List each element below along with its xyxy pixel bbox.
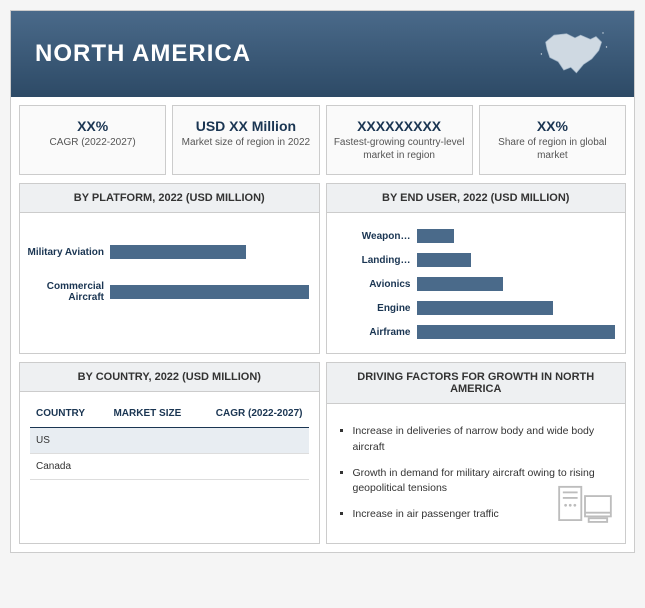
table-cell: Canada [30, 454, 101, 480]
panel-title: BY COUNTRY, 2022 (USD MILLION) [20, 363, 319, 392]
table-header-row: COUNTRYMARKET SIZECAGR (2022-2027) [30, 400, 309, 428]
bar-label: Weapon… [333, 231, 411, 242]
kpi-market-size: USD XX Million Market size of region in … [172, 105, 319, 175]
bar-row: Landing… [417, 249, 616, 271]
server-computer-icon [557, 485, 613, 533]
panel-title: DRIVING FACTORS FOR GROWTH IN NORTH AMER… [327, 363, 626, 404]
country-table: COUNTRYMARKET SIZECAGR (2022-2027) USCan… [30, 400, 309, 480]
bar-label: Military Aviation [26, 247, 104, 258]
bar-row: Military Aviation [110, 241, 309, 263]
enduser-chart: Weapon…Landing…AvionicsEngineAirframe [327, 213, 626, 353]
bar [417, 253, 472, 267]
table-body: USCanada [30, 428, 309, 480]
table-row: Canada [30, 454, 309, 480]
platform-chart: Military Aviation Commercial Aircraft [20, 213, 319, 353]
table-header: CAGR (2022-2027) [194, 400, 309, 428]
table-cell: US [30, 428, 101, 454]
table-header: MARKET SIZE [101, 400, 194, 428]
platform-panel: BY PLATFORM, 2022 (USD MILLION) Military… [19, 183, 320, 354]
bar [417, 229, 454, 243]
table-cell [101, 454, 194, 480]
bar [417, 301, 553, 315]
table-cell [194, 454, 309, 480]
factors-panel: DRIVING FACTORS FOR GROWTH IN NORTH AMER… [326, 362, 627, 544]
kpi-value: XX% [26, 118, 159, 134]
kpi-label: CAGR (2022-2027) [26, 136, 159, 149]
kpi-label: Market size of region in 2022 [179, 136, 312, 149]
table-cell [194, 428, 309, 454]
bar-row: Avionics [417, 273, 616, 295]
bar [110, 285, 309, 299]
bar [417, 325, 616, 339]
kpi-value: XXXXXXXXX [333, 118, 466, 134]
charts-row: BY PLATFORM, 2022 (USD MILLION) Military… [11, 183, 634, 362]
bar-label: Landing… [333, 255, 411, 266]
bar [110, 245, 246, 259]
bar-label: Engine [333, 303, 411, 314]
bar-label: Avionics [333, 279, 411, 290]
country-panel: BY COUNTRY, 2022 (USD MILLION) COUNTRYMA… [19, 362, 320, 544]
factor-item: Increase in deliveries of narrow body an… [353, 424, 612, 456]
bar [417, 277, 504, 291]
kpi-row: XX% CAGR (2022-2027) USD XX Million Mark… [11, 97, 634, 183]
table-header: COUNTRY [30, 400, 101, 428]
infographic-card: NORTH AMERICA XX% CAGR (2022-2027) USD X… [10, 10, 635, 553]
panel-title: BY END USER, 2022 (USD MILLION) [327, 184, 626, 213]
bottom-row: BY COUNTRY, 2022 (USD MILLION) COUNTRYMA… [11, 362, 634, 552]
enduser-panel: BY END USER, 2022 (USD MILLION) Weapon…L… [326, 183, 627, 354]
kpi-label: Fastest-growing country-level market in … [333, 136, 466, 162]
north-america-map-icon [540, 29, 610, 79]
panel-title: BY PLATFORM, 2022 (USD MILLION) [20, 184, 319, 213]
kpi-value: XX% [486, 118, 619, 134]
region-header: NORTH AMERICA [11, 11, 634, 97]
kpi-label: Share of region in global market [486, 136, 619, 162]
table-row: US [30, 428, 309, 454]
bar-row: Engine [417, 297, 616, 319]
table-cell [101, 428, 194, 454]
kpi-share: XX% Share of region in global market [479, 105, 626, 175]
bar-row: Commercial Aircraft [110, 281, 309, 303]
kpi-fastest-country: XXXXXXXXX Fastest-growing country-level … [326, 105, 473, 175]
region-title: NORTH AMERICA [35, 40, 251, 68]
kpi-value: USD XX Million [179, 118, 312, 134]
kpi-cagr: XX% CAGR (2022-2027) [19, 105, 166, 175]
bar-label: Commercial Aircraft [26, 281, 104, 303]
bar-row: Airframe [417, 321, 616, 343]
bar-label: Airframe [333, 327, 411, 338]
bar-row: Weapon… [417, 225, 616, 247]
